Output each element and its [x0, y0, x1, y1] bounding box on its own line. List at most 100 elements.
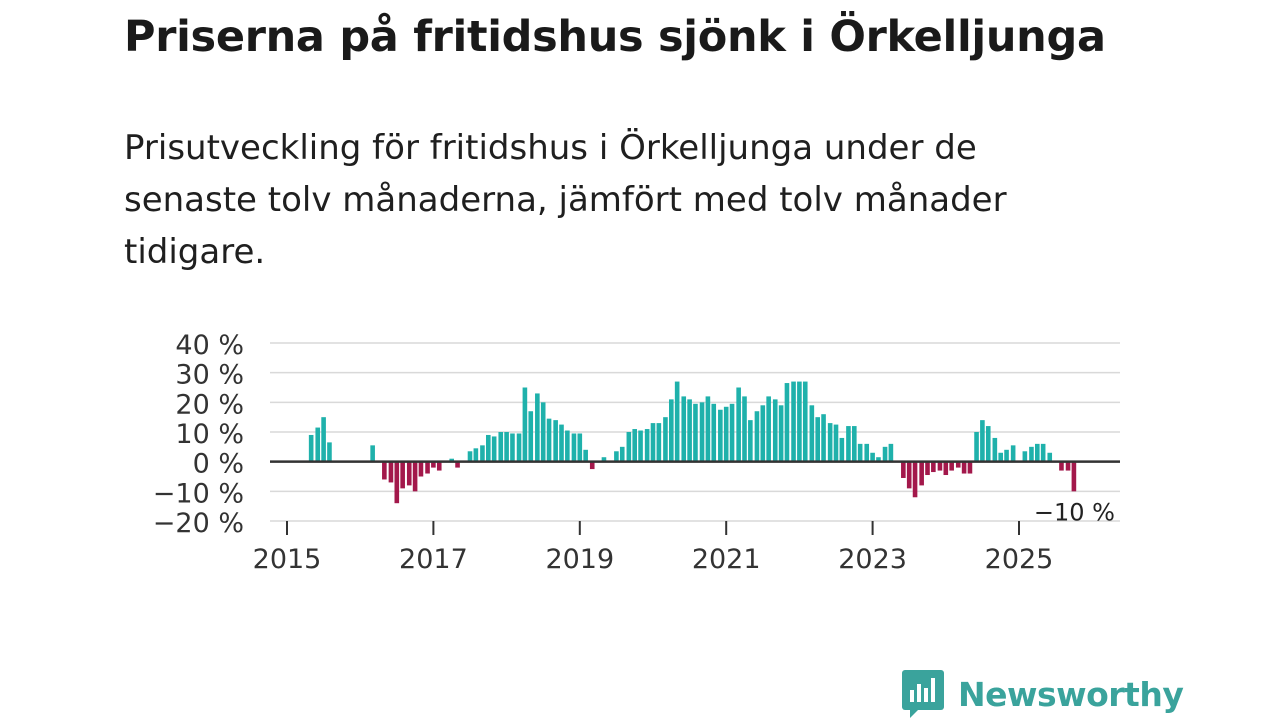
x-tick-label: 2019 — [545, 544, 614, 575]
chart-subtitle: Prisutveckling för fritidshus i Örkellju… — [124, 128, 1007, 272]
bar — [967, 461, 973, 474]
bar — [577, 433, 583, 462]
bar — [870, 452, 875, 462]
bar — [681, 396, 687, 462]
x-tick-label: 2021 — [692, 544, 761, 575]
bar — [394, 461, 400, 504]
bar — [742, 396, 747, 462]
bar — [644, 429, 650, 462]
y-tick-label: −10 % — [153, 478, 244, 509]
bar — [718, 409, 723, 462]
bar — [486, 434, 491, 462]
y-tick-label: 10 % — [175, 419, 244, 450]
bar — [852, 426, 857, 462]
x-tick-label: 2017 — [399, 544, 468, 575]
bar — [772, 399, 778, 462]
bar — [949, 461, 954, 471]
bar — [839, 437, 845, 462]
x-tick-label: 2015 — [253, 544, 322, 575]
bar — [705, 396, 711, 462]
bar — [516, 433, 522, 462]
bar — [687, 399, 692, 462]
bar — [791, 381, 796, 462]
bar — [626, 432, 632, 462]
bar — [315, 427, 321, 462]
bar — [1022, 451, 1028, 462]
y-tick-label: 20 % — [175, 389, 244, 420]
bar — [504, 432, 509, 462]
bar — [528, 411, 534, 462]
bar — [553, 420, 558, 462]
bar — [1059, 461, 1064, 471]
bar — [412, 461, 418, 492]
bar — [919, 461, 924, 486]
bar — [809, 405, 815, 462]
bar — [1004, 449, 1009, 462]
bar — [864, 443, 870, 462]
bar — [418, 461, 424, 477]
bar — [778, 405, 784, 462]
bar — [638, 430, 643, 462]
bar — [327, 442, 332, 462]
bar — [711, 403, 717, 462]
bar — [846, 426, 851, 462]
bar — [449, 458, 454, 462]
bar — [955, 461, 961, 468]
bar — [1047, 452, 1053, 462]
bar — [943, 461, 949, 476]
bar — [632, 429, 637, 462]
y-tick-label: −20 % — [153, 508, 244, 539]
bar — [1040, 443, 1046, 462]
bar — [766, 396, 771, 462]
brand: Newsworthy — [902, 670, 1184, 718]
bar — [815, 417, 820, 462]
x-tick-label: 2023 — [838, 544, 907, 575]
bar — [833, 424, 839, 462]
bar — [1010, 445, 1016, 462]
bar — [656, 423, 662, 462]
bar — [888, 443, 894, 462]
bar — [510, 433, 515, 462]
bar — [760, 405, 766, 462]
bar — [961, 461, 967, 474]
bar — [699, 402, 705, 462]
brand-name: Newsworthy — [958, 674, 1184, 714]
bar — [736, 387, 741, 462]
bar — [480, 445, 485, 462]
bar — [370, 445, 375, 462]
bar — [912, 461, 918, 498]
bar — [663, 417, 668, 462]
bar — [925, 461, 930, 476]
bar — [455, 461, 460, 468]
bar — [388, 461, 394, 483]
bar — [535, 393, 540, 462]
bar — [559, 424, 564, 462]
bar — [992, 437, 998, 462]
bar — [693, 403, 698, 462]
chart-title: Priserna på fritidshus sjönk i Örkelljun… — [124, 12, 1106, 62]
bar — [589, 461, 595, 470]
bar — [619, 446, 625, 462]
bar — [467, 451, 473, 462]
bar — [565, 430, 570, 462]
bar — [784, 383, 790, 462]
bar — [436, 461, 442, 471]
bar — [980, 420, 985, 462]
bar — [650, 423, 656, 462]
y-tick-label: 0 % — [193, 449, 244, 480]
bar — [431, 461, 436, 468]
bar — [937, 461, 943, 471]
y-tick-label: 40 % — [175, 330, 244, 361]
bar — [571, 433, 577, 462]
bar — [748, 420, 753, 462]
bar — [308, 434, 314, 462]
bar — [931, 461, 936, 473]
bar — [400, 461, 405, 489]
bar — [821, 414, 826, 462]
bar — [425, 461, 430, 474]
bar — [797, 381, 802, 462]
bar — [1071, 461, 1077, 492]
bar — [1035, 443, 1040, 462]
bar — [522, 387, 528, 462]
